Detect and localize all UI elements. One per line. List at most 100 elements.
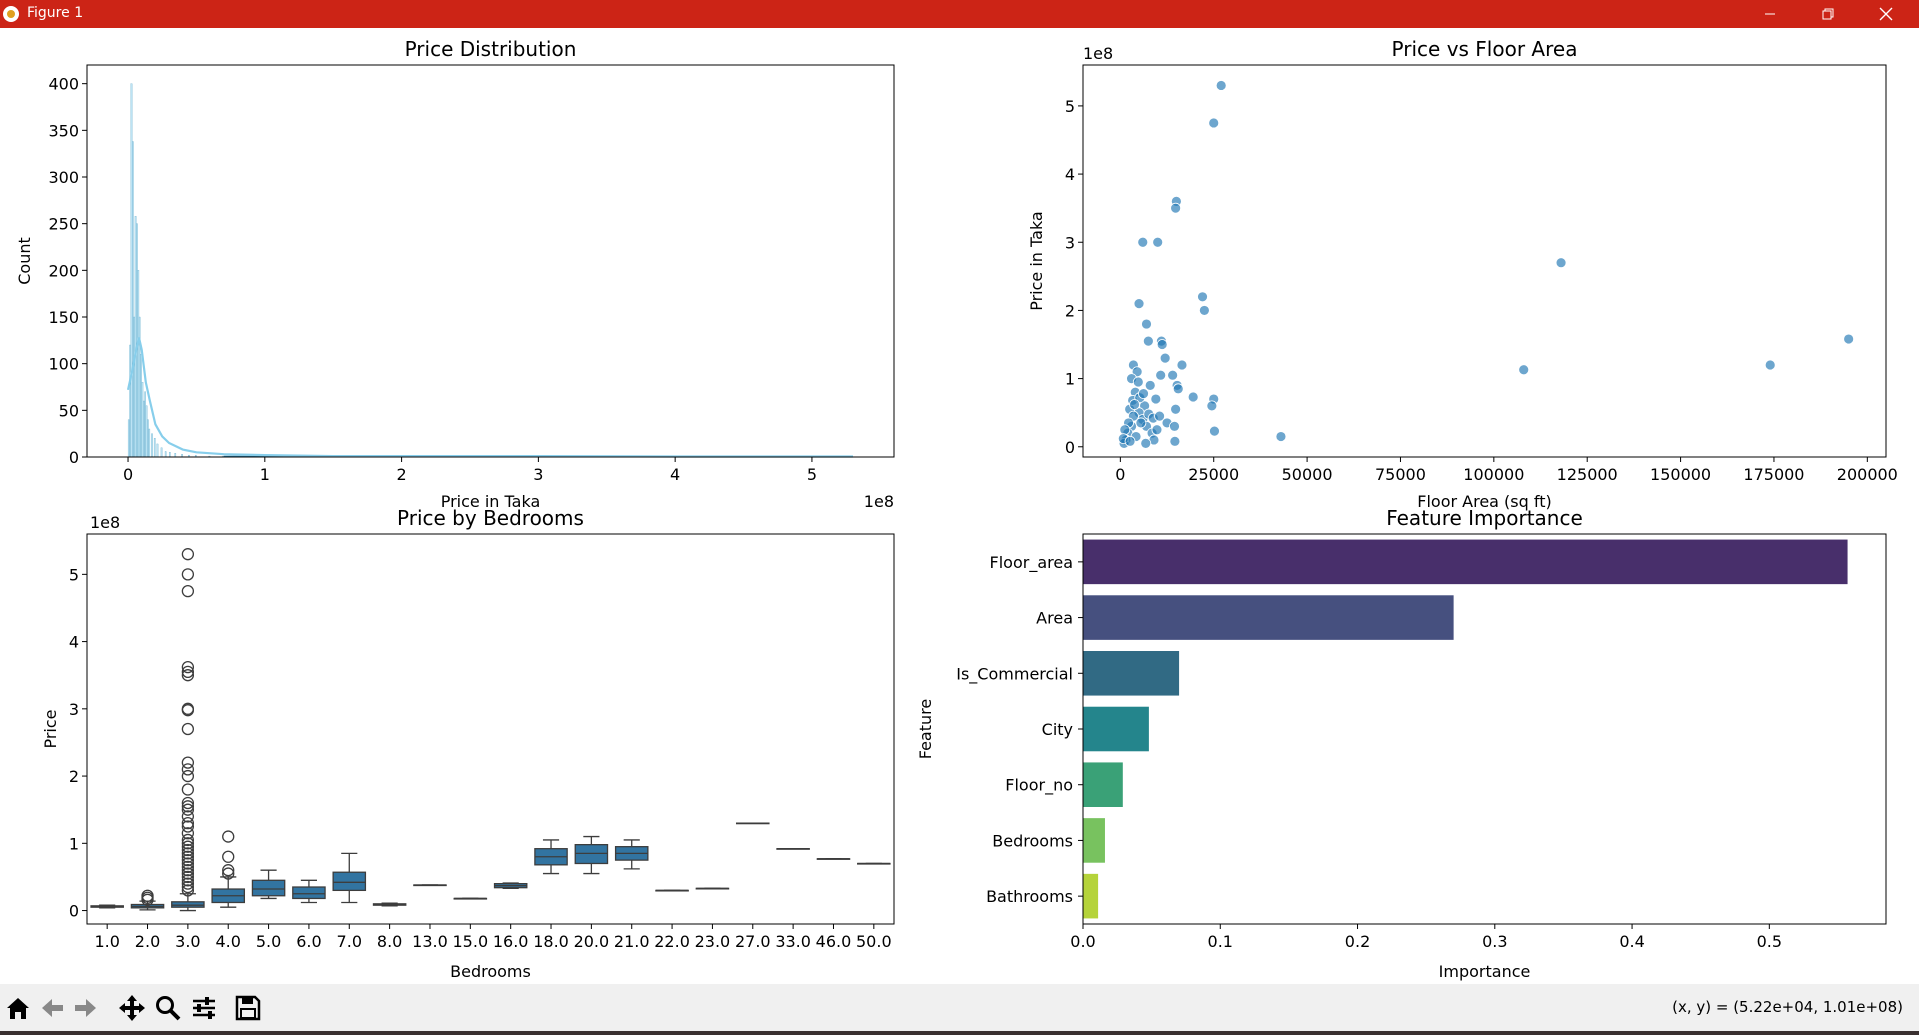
box-outlier [181,837,195,850]
scatter-x-tick-label: 150000 [1650,465,1711,484]
close-icon [1879,7,1893,21]
box-body [251,879,286,897]
box-outlier [181,884,195,897]
scatter-point [1843,333,1855,345]
histogram-bar [132,141,134,458]
box-body [171,901,205,908]
histogram-bar [142,400,145,458]
histogram-x-tick-label: 1 [260,465,270,484]
histogram-x-tick-label: 3 [533,465,543,484]
importance-x-tick-label: 0.4 [1619,932,1644,951]
importance-plot-frame [1082,533,1887,925]
boxplot-x-tick-label: 13.0 [412,932,448,951]
scatter-point [1138,388,1149,399]
scatter-y-tick-label: 2 [1065,301,1075,320]
scatter-point [1137,236,1149,248]
histogram-bar [151,433,153,458]
box-outlier [222,830,235,843]
scatter-x-tick-label: 25000 [1188,465,1239,484]
configure-button[interactable] [188,992,220,1024]
histogram-bar [129,344,131,458]
boxplot-title: Price by Bedrooms [397,506,584,530]
navigation-toolbar: (x, y) = (5.22e+04, 1.01e+08) [0,984,1919,1031]
boxplot-x-tick-label: 27.0 [735,932,771,951]
histogram-bar [145,405,148,458]
histogram-bar [174,453,177,458]
histogram-y-tick-label: 250 [48,215,79,234]
scatter-point [1152,236,1164,248]
app-icon [3,6,19,22]
histogram-bar [164,451,167,458]
scatter-point [1197,291,1208,303]
back-button[interactable] [36,992,68,1024]
scatter-x-tick-label: 75000 [1375,465,1426,484]
histogram-y-tick-label: 150 [48,308,79,327]
histogram-ylabel: Count [15,237,34,285]
box-outlier [181,763,195,776]
box-outlier [181,867,195,880]
scatter-x-tick-label: 200000 [1837,465,1898,484]
importance-y-tick-label: City [1042,720,1073,739]
pan-button[interactable] [116,992,148,1024]
importance-x-tick-label: 0.0 [1070,932,1095,951]
save-button[interactable] [232,992,264,1024]
histogram-xlabel: Price in Taka [441,492,541,511]
boxplot-y-tick-label: 5 [69,565,79,584]
box-outlier [181,669,195,682]
boxplot-x-tick-label: 4.0 [215,932,240,951]
box-outlier [181,850,195,863]
boxplot-y-offset: 1e8 [90,513,120,532]
scatter-x-tick-label: 50000 [1282,465,1333,484]
scatter-point [1140,437,1152,449]
box-outlier [181,840,195,853]
home-button[interactable] [2,992,34,1024]
box-outlier [181,704,195,717]
box-outlier [181,827,195,840]
scatter-point [1150,393,1162,405]
box-outlier [181,800,195,813]
scatter-point [1169,435,1181,447]
scatter-point [1215,80,1227,91]
minimize-button[interactable] [1747,0,1793,28]
histogram-bar [168,452,171,458]
scatter-point [1275,431,1287,442]
forward-button[interactable] [70,992,102,1024]
histogram-bar [134,216,137,458]
importance-bar [1083,651,1180,696]
importance-bar [1083,762,1123,807]
restore-icon [1822,8,1834,20]
window-title: Figure 1 [27,5,84,21]
box-outlier [181,864,195,877]
histogram-bar [130,83,133,458]
histogram-x-tick-label: 0 [123,465,133,484]
scatter-point [1141,318,1152,330]
scatter-point [1764,359,1776,371]
importance-bar [1083,595,1454,640]
importance-x-tick-label: 0.3 [1482,932,1507,951]
box-outlier [181,783,195,796]
scatter-point [1170,403,1182,415]
boxplot-plot-frame [86,533,895,925]
close-button[interactable] [1863,0,1909,28]
boxplot-x-tick-label: 2.0 [135,932,160,951]
box-outlier [181,877,195,890]
box-outlier [181,870,195,884]
importance-title: Feature Importance [1386,506,1583,530]
figure-canvas[interactable]: 0 1 2 3 4 5 0 50 100 150 200 250 300 350 400 Price Dist… [0,28,1919,984]
box-outlier [181,722,195,736]
scatter-point [1198,305,1210,316]
scatter-x-tick-label: 0 [1115,465,1125,484]
histogram-bar [156,443,159,458]
importance-y-tick-label: Area [1036,609,1073,628]
histogram-x-tick-label: 2 [396,465,406,484]
box-outlier [141,889,154,902]
scatter-point [1555,257,1567,269]
scatter-point [1151,424,1163,436]
histogram-y-tick-label: 100 [48,355,79,374]
boxplot-x-tick-label: 5.0 [256,932,281,951]
boxplot-x-tick-label: 33.0 [775,932,811,951]
zoom-button[interactable] [152,992,184,1024]
histogram-y-tick-label: 50 [59,401,79,420]
restore-button[interactable] [1805,0,1851,28]
box-outlier [181,769,195,783]
